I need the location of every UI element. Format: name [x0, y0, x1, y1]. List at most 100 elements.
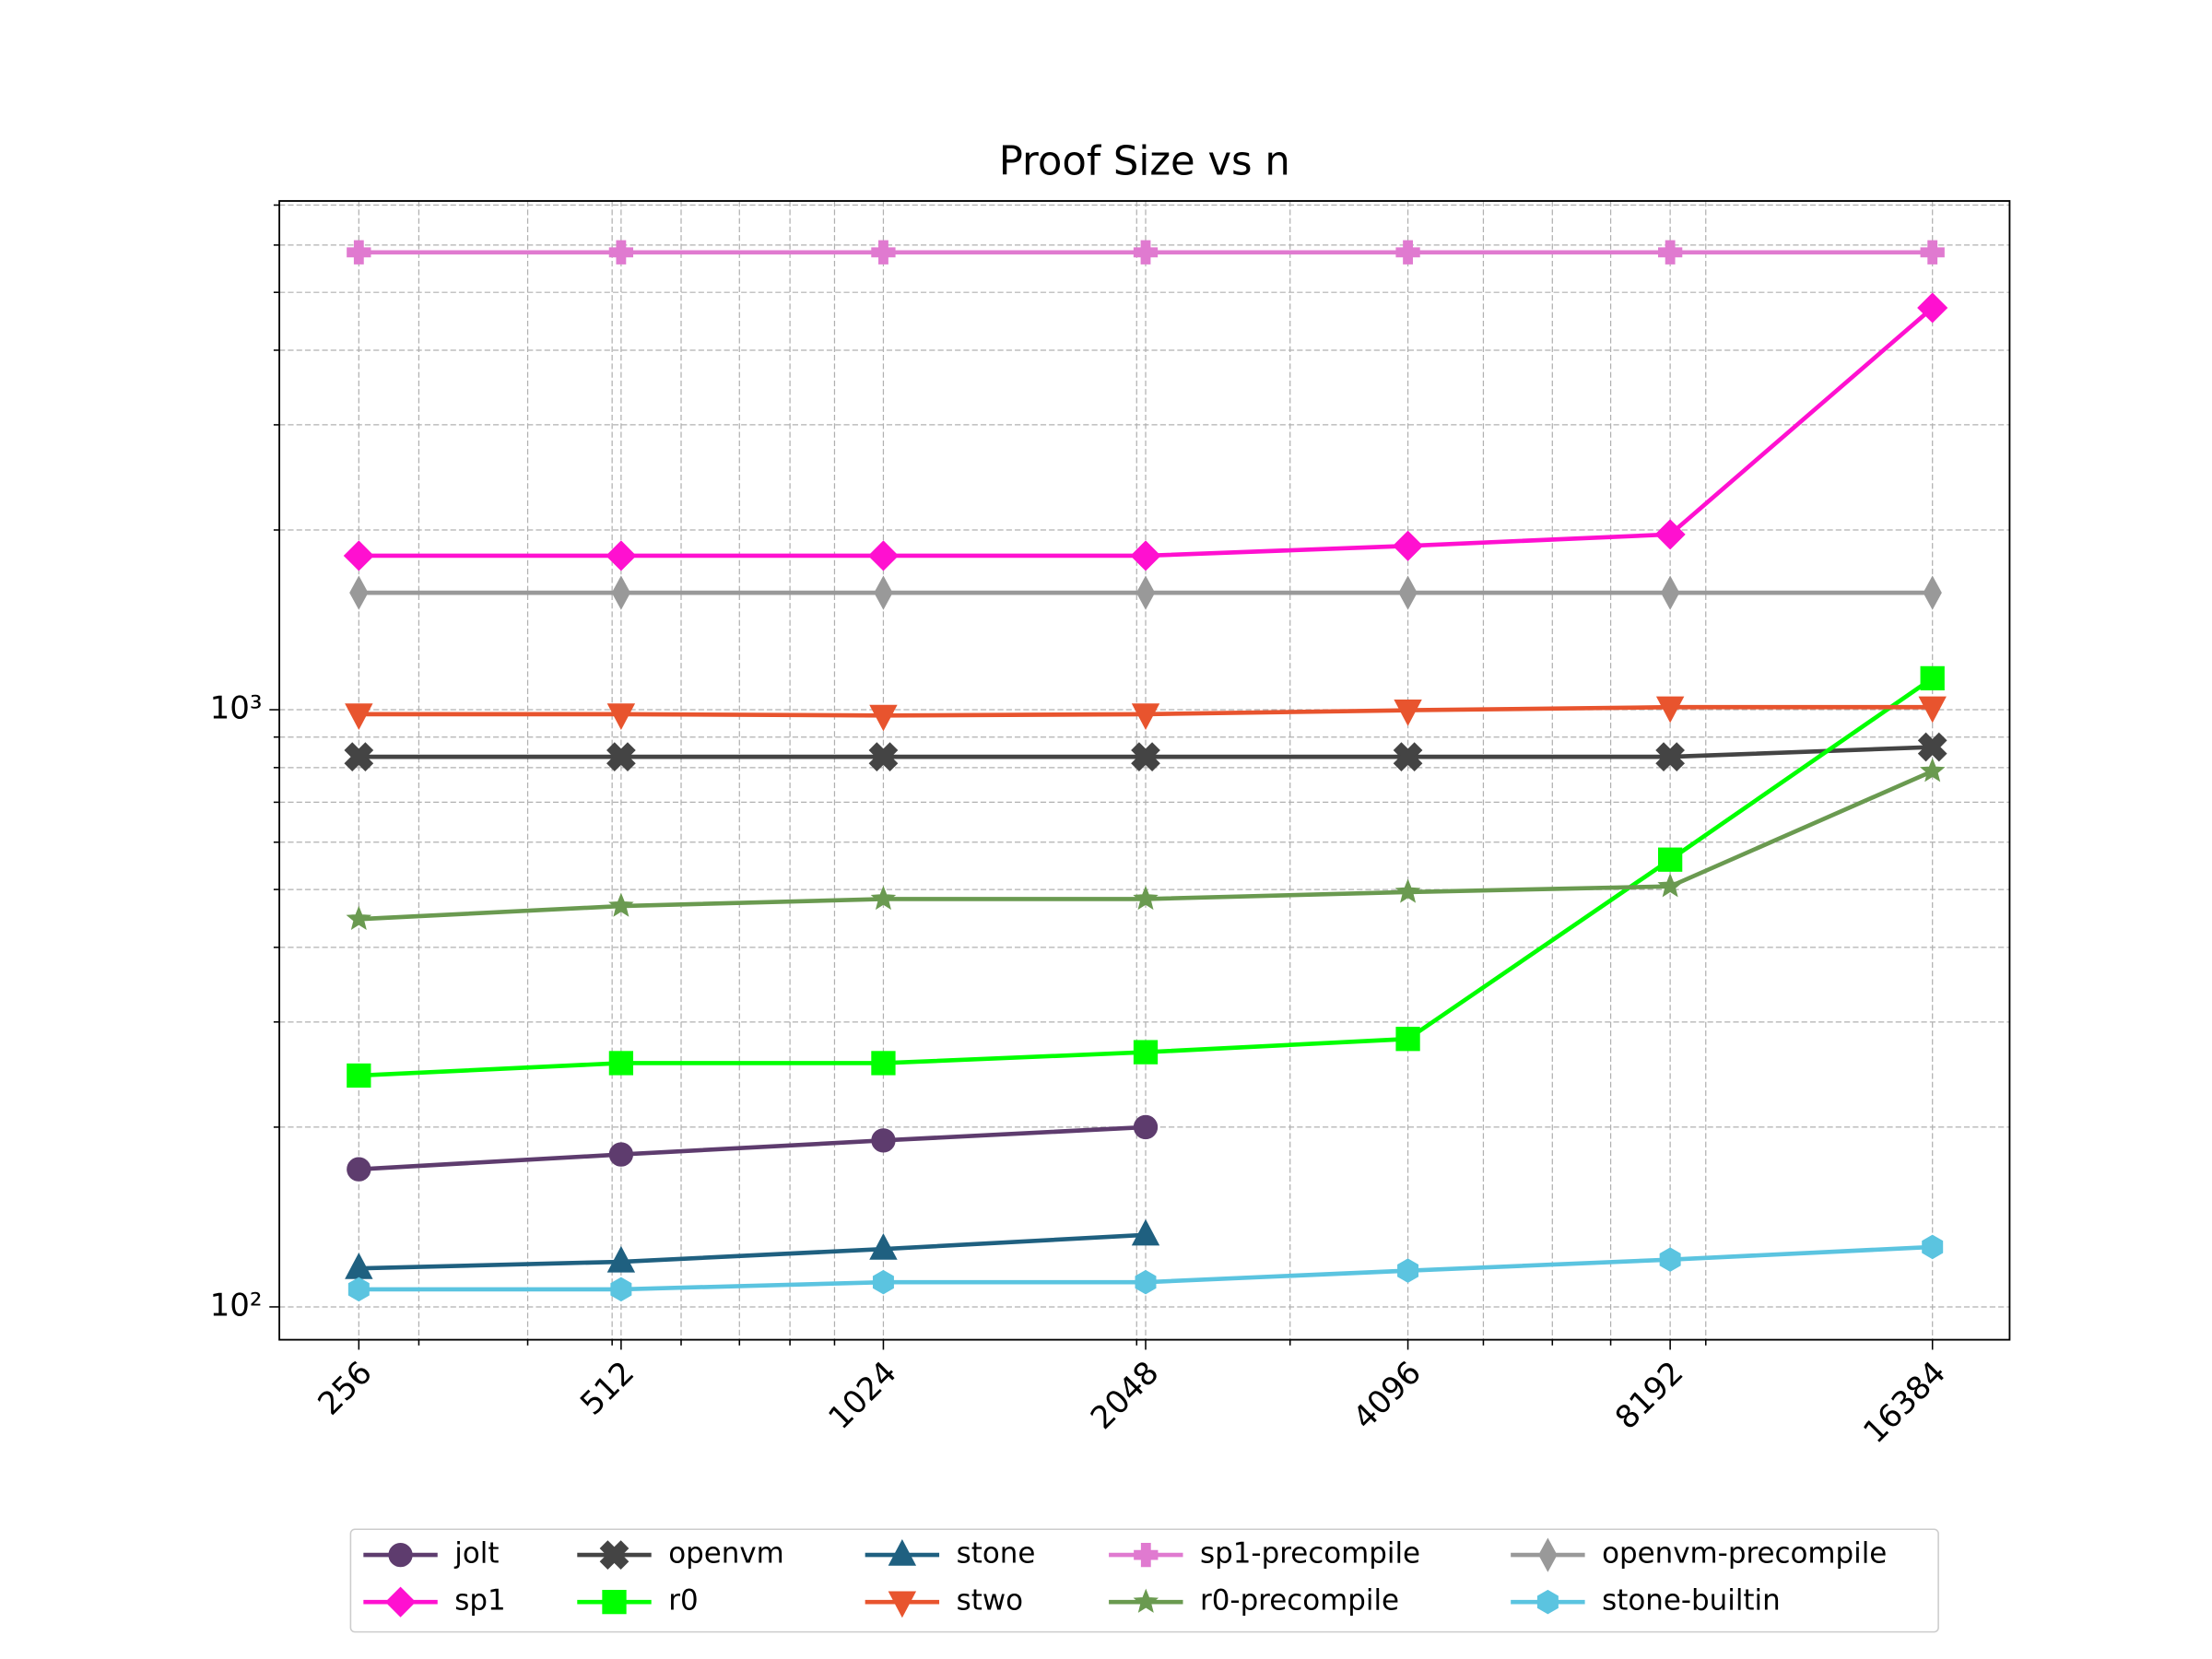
marker	[1133, 1040, 1159, 1065]
marker	[870, 885, 897, 911]
marker	[388, 1542, 413, 1568]
marker	[611, 575, 631, 610]
marker	[602, 1590, 627, 1615]
marker	[608, 1051, 634, 1076]
marker	[874, 575, 893, 610]
marker	[1657, 873, 1683, 898]
series-line	[359, 1124, 1147, 1171]
legend-item: openvm	[577, 1537, 784, 1571]
legend-label: jolt	[453, 1537, 499, 1571]
marker	[871, 1128, 896, 1153]
marker	[1397, 1258, 1419, 1283]
legend-label: stwo	[957, 1584, 1023, 1618]
marker	[1920, 665, 1945, 691]
marker	[608, 240, 634, 265]
plot-frame	[278, 200, 2011, 1341]
marker	[606, 703, 636, 730]
chart-title: Proof Size vs n	[999, 138, 1290, 184]
marker	[347, 1157, 371, 1182]
marker	[1660, 575, 1680, 610]
legend-item: stone-builtin	[1511, 1584, 1781, 1618]
marker	[1657, 240, 1683, 265]
legend-item: r0	[577, 1584, 699, 1618]
marker	[867, 540, 900, 571]
marker	[1655, 696, 1685, 724]
marker	[343, 540, 374, 571]
marker	[1393, 530, 1424, 561]
marker	[1654, 519, 1686, 550]
legend-label: sp1	[454, 1584, 505, 1618]
marker	[888, 1538, 917, 1566]
marker	[1398, 575, 1418, 610]
marker	[872, 1269, 894, 1295]
legend-label: openvm-precompile	[1602, 1537, 1887, 1571]
marker	[1134, 1542, 1159, 1568]
legend-label: r0	[668, 1584, 698, 1618]
marker	[344, 742, 374, 771]
marker	[1536, 1589, 1559, 1615]
marker	[1918, 696, 1947, 724]
legend-item: openvm-precompile	[1511, 1537, 1887, 1572]
legend-item: stwo	[865, 1584, 1023, 1618]
marker	[345, 703, 373, 730]
legend-label: openvm	[668, 1537, 784, 1571]
marker	[871, 1051, 896, 1076]
marker	[1131, 742, 1160, 771]
legend-item: sp1	[363, 1584, 506, 1618]
marker	[1135, 1269, 1157, 1295]
marker	[1919, 758, 1946, 782]
marker	[346, 905, 372, 930]
legend-label: sp1-precompile	[1200, 1537, 1420, 1571]
marker	[888, 1591, 917, 1618]
legend-label: r0-precompile	[1200, 1584, 1399, 1618]
marker	[1394, 878, 1421, 903]
marker	[1923, 575, 1942, 610]
marker	[1133, 885, 1159, 911]
legend-label: stone	[957, 1537, 1036, 1571]
marker	[1394, 700, 1422, 726]
marker	[1395, 240, 1420, 265]
legend-item: sp1-precompile	[1109, 1537, 1420, 1571]
marker	[608, 1142, 634, 1167]
marker	[1922, 1234, 1944, 1260]
marker	[1655, 742, 1685, 771]
marker	[606, 540, 637, 571]
series-line	[359, 1232, 1147, 1271]
marker	[1538, 1537, 1558, 1572]
marker	[1657, 847, 1683, 872]
marker	[1395, 1027, 1420, 1052]
marker	[606, 1245, 636, 1273]
marker	[1133, 1588, 1159, 1613]
marker	[606, 742, 636, 771]
legend-item: stone	[865, 1537, 1036, 1571]
y-tick-label: 10²	[210, 1287, 263, 1324]
marker	[1659, 1247, 1681, 1272]
marker	[384, 1586, 417, 1618]
marker	[1131, 703, 1160, 730]
legend-item: jolt	[363, 1537, 500, 1571]
marker	[869, 1233, 898, 1260]
legend-label: stone-builtin	[1602, 1584, 1781, 1618]
marker	[1130, 540, 1161, 571]
marker	[608, 892, 634, 917]
marker	[1131, 1218, 1160, 1246]
marker	[347, 240, 371, 265]
marker	[871, 240, 896, 265]
marker	[868, 742, 899, 771]
marker	[349, 575, 369, 610]
marker	[610, 1277, 632, 1302]
marker	[1133, 240, 1159, 265]
marker	[1135, 575, 1156, 610]
marker	[599, 1540, 629, 1570]
y-tick-label: 10³	[210, 690, 263, 727]
marker	[1920, 240, 1945, 265]
marker	[1393, 742, 1423, 771]
marker	[1917, 292, 1948, 324]
marker	[347, 1063, 371, 1088]
marker	[347, 1277, 370, 1302]
marker	[1133, 1114, 1159, 1140]
marker	[869, 704, 898, 732]
